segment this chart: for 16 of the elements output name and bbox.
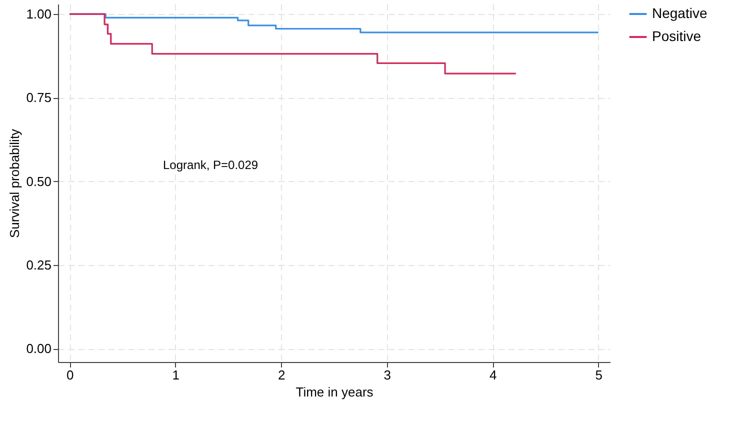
y-tick-label: 0.50 xyxy=(26,174,52,189)
x-axis-title: Time in years xyxy=(296,384,374,400)
x-tick-label: 1 xyxy=(172,368,180,382)
x-tick-label: 2 xyxy=(278,368,286,382)
legend-label: Negative xyxy=(652,5,708,21)
x-tick-label: 4 xyxy=(490,368,497,382)
y-tick-label: 0.75 xyxy=(26,90,52,106)
y-tick-label: 0.25 xyxy=(26,257,52,272)
y-tick-label: 0.00 xyxy=(26,341,52,356)
annotation: Logrank, P=0.029 xyxy=(163,158,258,172)
x-tick-label: 3 xyxy=(384,368,391,382)
y-axis-title: Survival probability xyxy=(7,128,22,238)
x-tick-label: 5 xyxy=(595,368,602,382)
x-tick-label: 0 xyxy=(66,368,74,382)
y-tick-label: 1.00 xyxy=(26,6,52,22)
legend-label: Positive xyxy=(652,28,702,44)
